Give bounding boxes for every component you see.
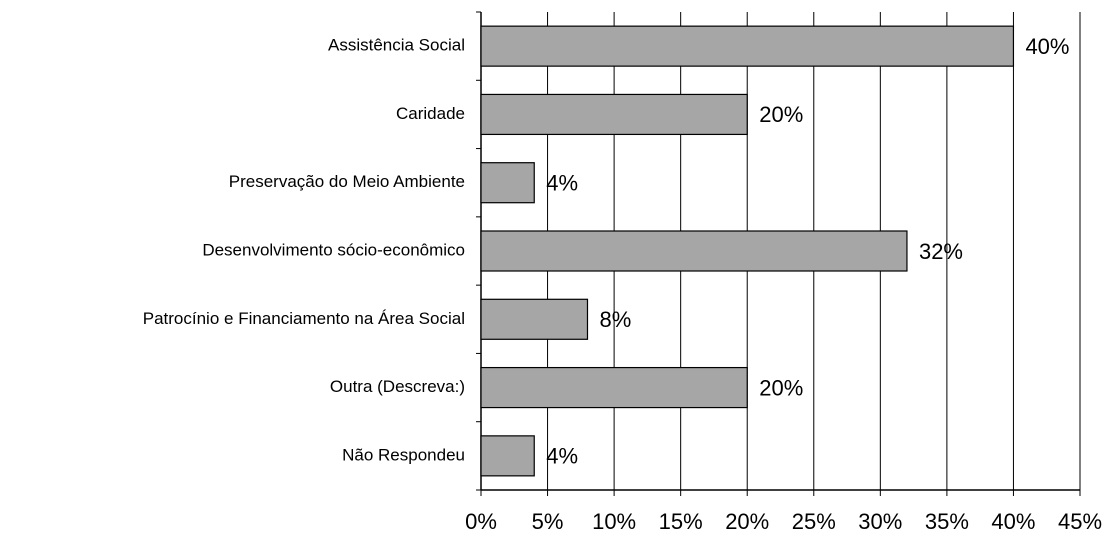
y-tick-label: Assistência Social [328,36,465,55]
data-label: 32% [919,239,963,264]
data-label: 20% [759,102,803,127]
bar [480,162,535,204]
data-label: 8% [599,307,631,332]
data-label: 4% [546,171,578,196]
x-tick-label: 40% [991,509,1035,534]
bar [480,435,535,477]
bar [480,366,748,409]
data-label: 20% [759,375,803,400]
y-tick-label: Caridade [396,104,465,123]
bar [480,230,908,272]
bar [480,25,1015,67]
y-tick-label: Não Respondeu [342,445,465,464]
y-tick-label: Preservação do Meio Ambiente [229,172,465,191]
x-tick-label: 10% [592,509,636,534]
x-tick-label: 35% [925,509,969,534]
x-tick-label: 5% [532,509,564,534]
y-tick-label: Patrocínio e Financiamento na Área Socia… [143,309,465,328]
x-tick-label: 0% [465,509,497,534]
x-tick-label: 45% [1058,509,1102,534]
x-tick-label: 30% [858,509,902,534]
y-tick-label: Desenvolvimento sócio-econômico [202,240,465,259]
x-tick-label: 20% [725,509,769,534]
y-tick-label: Outra (Descreva:) [330,377,465,396]
data-label: 40% [1025,34,1069,59]
data-label: 4% [546,444,578,469]
bar [480,298,589,340]
bar [480,93,748,136]
x-tick-label: 25% [792,509,836,534]
x-tick-label: 15% [659,509,703,534]
